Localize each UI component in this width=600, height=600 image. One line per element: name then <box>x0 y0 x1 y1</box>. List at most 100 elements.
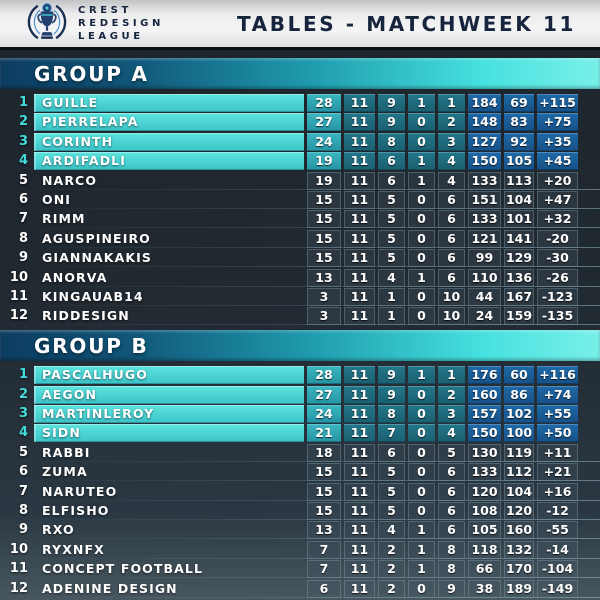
points: 28 <box>307 94 341 112</box>
table-row: 11 CONCEPT FOOTBALL 7 11 2 1 8 66 170 -1… <box>0 560 600 579</box>
lost: 10 <box>438 287 465 306</box>
drawn: 0 <box>408 424 435 443</box>
team-name: MARTINLEROY <box>34 405 304 424</box>
team-name: RABBI <box>42 444 91 460</box>
goal-difference: +55 <box>537 405 578 424</box>
played: 11 <box>344 113 375 132</box>
played: 11 <box>344 190 375 209</box>
goals-for: 151 <box>468 190 501 209</box>
drawn: 0 <box>408 287 435 306</box>
table-row: 10 ANORVA 13 11 4 1 6 110 136 -26 <box>0 268 600 287</box>
goal-difference: -135 <box>537 307 578 326</box>
won: 5 <box>378 229 405 248</box>
points: 19 <box>307 152 341 171</box>
lost: 2 <box>438 113 465 132</box>
goal-difference: +11 <box>537 443 578 462</box>
team-name: PASCALHUGO <box>34 366 304 385</box>
rank-number: 6 <box>18 191 28 207</box>
points: 24 <box>307 405 341 424</box>
won: 7 <box>378 424 405 443</box>
goals-against: 112 <box>504 463 534 482</box>
goal-difference: +20 <box>537 171 578 190</box>
lost: 6 <box>438 482 465 501</box>
league-name-line: CREST <box>78 4 132 16</box>
won: 6 <box>378 171 405 190</box>
lost: 2 <box>438 385 465 404</box>
points: 15 <box>307 502 341 521</box>
goals-against: 100 <box>504 424 534 443</box>
rank-number: 4 <box>18 153 28 169</box>
played: 11 <box>344 443 375 462</box>
table-row: 4 SIDN 21 11 7 0 4 150 100 +50 <box>0 424 600 443</box>
won: 4 <box>378 268 405 287</box>
played: 11 <box>344 287 375 306</box>
rank-number: 3 <box>18 133 28 149</box>
drawn: 0 <box>408 210 435 229</box>
lost: 6 <box>438 210 465 229</box>
goal-difference: -55 <box>537 521 578 540</box>
won: 5 <box>378 249 405 268</box>
group-a-header: GROUP A <box>0 58 600 89</box>
team-name: KINGAUAB14 <box>42 288 144 304</box>
lost: 4 <box>438 171 465 190</box>
goals-against: 60 <box>504 366 534 385</box>
table-row: 9 RXO 13 11 4 1 6 105 160 -55 <box>0 521 600 540</box>
points: 15 <box>307 210 341 229</box>
goal-difference: +21 <box>537 463 578 482</box>
rank-number: 11 <box>9 561 28 577</box>
goals-for: 24 <box>468 307 501 326</box>
rank-number: 10 <box>9 541 28 557</box>
points: 13 <box>307 521 341 540</box>
played: 11 <box>344 579 375 598</box>
drawn: 0 <box>408 443 435 462</box>
league-name-line: LEAGUE <box>78 31 144 43</box>
played: 11 <box>344 94 375 112</box>
points: 28 <box>307 366 341 385</box>
team-name: CORINTH <box>34 132 304 151</box>
points: 7 <box>307 560 341 579</box>
played: 11 <box>344 210 375 229</box>
team-name: ARDIFADLI <box>34 152 304 171</box>
goals-for: 120 <box>468 482 501 501</box>
lost: 6 <box>438 190 465 209</box>
won: 9 <box>378 94 405 112</box>
drawn: 0 <box>408 463 435 482</box>
goals-against: 83 <box>504 113 534 132</box>
lost: 6 <box>438 268 465 287</box>
goals-against: 141 <box>504 229 534 248</box>
group-a-section: GROUP A 1 GUILLE 28 11 9 1 1 184 69 +115… <box>0 58 600 326</box>
lost: 1 <box>438 366 465 385</box>
drawn: 1 <box>408 152 435 171</box>
drawn: 0 <box>408 579 435 598</box>
goals-for: 118 <box>468 540 501 559</box>
table-row: 2 PIERRELAPA 27 11 9 0 2 148 83 +75 <box>0 113 600 132</box>
won: 6 <box>378 152 405 171</box>
points: 24 <box>307 132 341 151</box>
goal-difference: -12 <box>537 502 578 521</box>
points: 27 <box>307 113 341 132</box>
team-name: GUILLE <box>34 94 304 112</box>
goals-for: 184 <box>468 94 501 112</box>
rank-number: 5 <box>18 172 28 188</box>
team-name: RIMM <box>42 211 86 227</box>
header-bar: CREST REDESIGN LEAGUE TABLES - MATCHWEEK… <box>0 0 600 50</box>
won: 4 <box>378 521 405 540</box>
points: 7 <box>307 540 341 559</box>
drawn: 0 <box>408 190 435 209</box>
lost: 10 <box>438 307 465 326</box>
goals-for: 127 <box>468 132 501 151</box>
goals-for: 133 <box>468 171 501 190</box>
won: 6 <box>378 443 405 462</box>
table-row: 2 AEGON 27 11 9 0 2 160 86 +74 <box>0 385 600 404</box>
table-row: 8 ELFISHO 15 11 5 0 6 108 120 -12 <box>0 502 600 521</box>
rank-number: 7 <box>18 483 28 499</box>
rank-number: 2 <box>18 114 28 130</box>
drawn: 0 <box>408 482 435 501</box>
won: 1 <box>378 307 405 326</box>
league-brand: CREST REDESIGN LEAGUE <box>26 0 164 48</box>
goals-against: 189 <box>504 579 534 598</box>
points: 27 <box>307 385 341 404</box>
rank-number: 1 <box>18 95 28 110</box>
goal-difference: -14 <box>537 540 578 559</box>
goal-difference: +32 <box>537 210 578 229</box>
